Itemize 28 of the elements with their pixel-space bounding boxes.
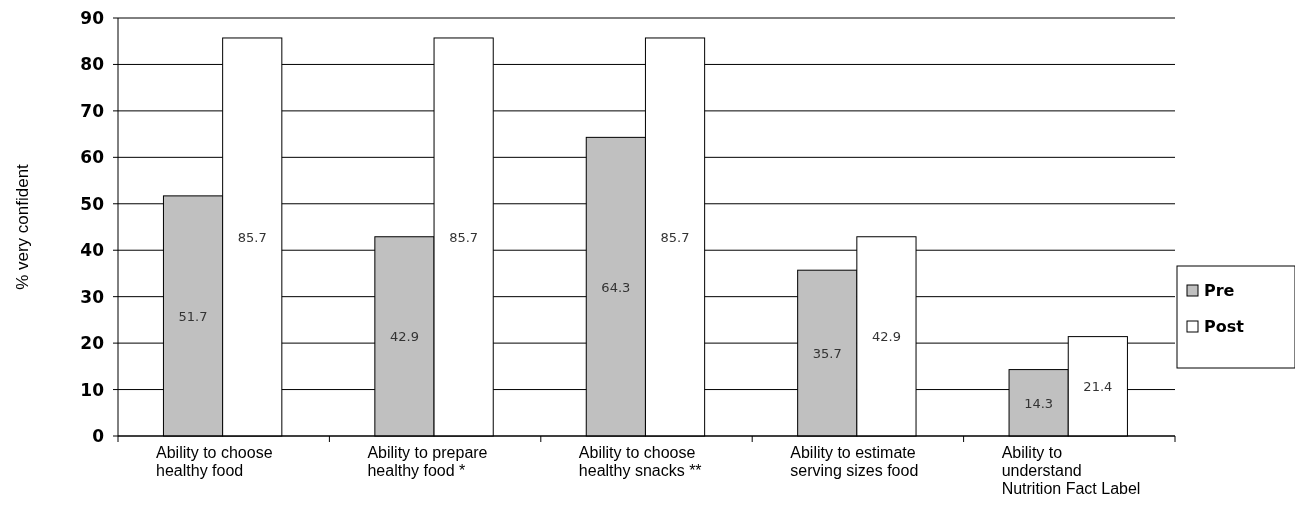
x-tick-label: Ability to choose healthy food [156, 444, 273, 479]
x-tick-label: Ability to estimate serving sizes food [790, 444, 919, 479]
data-label: 35.7 [812, 346, 842, 362]
y-tick-label: 80 [80, 54, 105, 75]
x-tick-label: Ability to prepare healthy food * [367, 444, 488, 479]
data-label: 42.9 [871, 329, 901, 345]
y-tick-label: 20 [80, 333, 105, 354]
y-axis-title: % very confident [13, 163, 32, 290]
data-label: 85.7 [449, 229, 479, 245]
y-tick-label: 70 [80, 100, 105, 121]
data-label: 14.3 [1024, 395, 1054, 411]
data-label: 85.7 [237, 229, 267, 245]
y-tick-label: 60 [80, 147, 105, 168]
data-label: 51.7 [178, 308, 208, 324]
data-label: 42.9 [389, 329, 419, 345]
x-tick-label: Ability to understand Nutrition Fact Label [1001, 444, 1141, 497]
y-tick-label: 90 [80, 8, 105, 28]
y-tick-label: 50 [80, 193, 105, 214]
y-tick-label: 0 [92, 426, 105, 446]
data-label: 85.7 [660, 229, 690, 245]
y-tick-label: 40 [80, 240, 105, 261]
y-tick-label: 30 [80, 286, 105, 307]
y-tick-label: 10 [80, 379, 105, 400]
data-label: 21.4 [1083, 379, 1113, 395]
data-label: 64.3 [601, 279, 631, 295]
x-tick-label: Ability to choose healthy snacks ** [578, 444, 702, 479]
legend-label: Post [1204, 317, 1245, 336]
legend-label: Pre [1204, 281, 1235, 300]
